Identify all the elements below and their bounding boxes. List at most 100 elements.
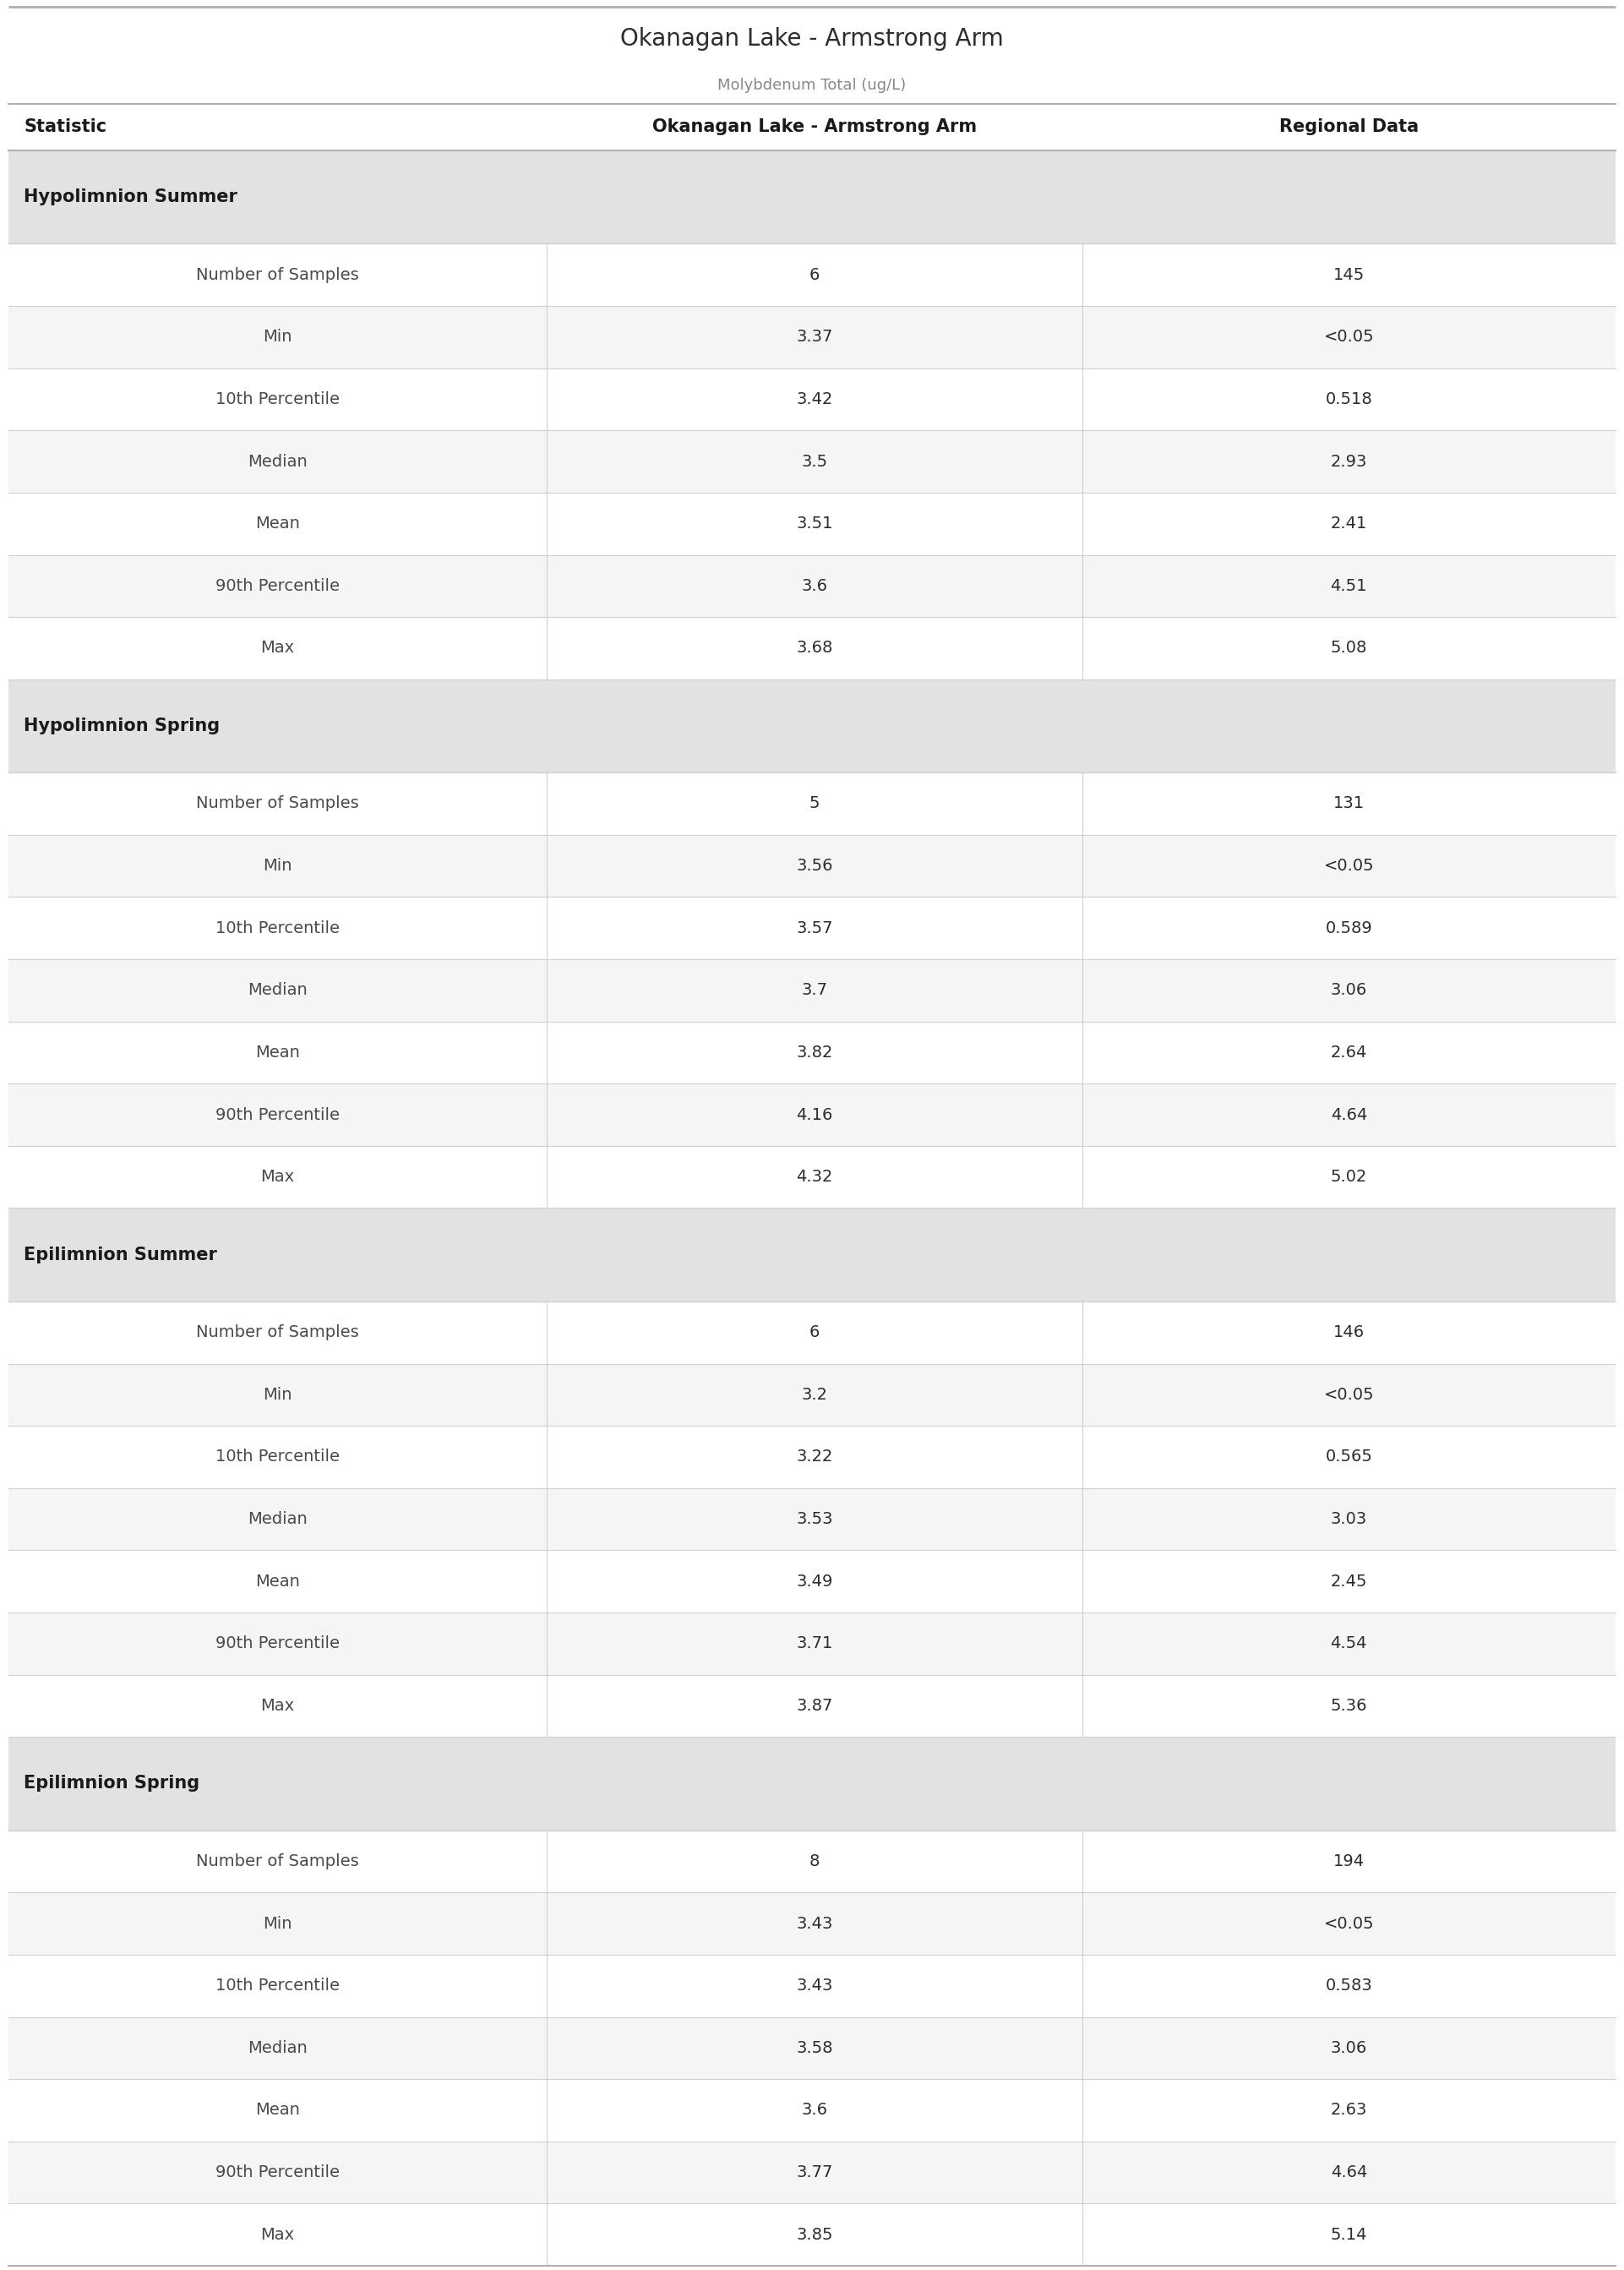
Text: Max: Max xyxy=(261,640,294,656)
Bar xyxy=(8,2018,1616,2079)
Text: Epilimnion Spring: Epilimnion Spring xyxy=(24,1775,200,1791)
Text: Number of Samples: Number of Samples xyxy=(197,1852,359,1870)
Text: 3.49: 3.49 xyxy=(796,1573,833,1589)
Bar xyxy=(8,2204,1616,2265)
Text: Number of Samples: Number of Samples xyxy=(197,268,359,284)
Bar xyxy=(8,104,1616,150)
Text: 10th Percentile: 10th Percentile xyxy=(216,1977,339,1993)
Text: 90th Percentile: 90th Percentile xyxy=(216,579,339,595)
Bar xyxy=(8,1022,1616,1083)
Text: Epilimnion Summer: Epilimnion Summer xyxy=(24,1246,218,1262)
Text: Max: Max xyxy=(261,2227,294,2243)
Bar xyxy=(8,1737,1616,1830)
Text: 3.7: 3.7 xyxy=(801,983,828,999)
Text: 3.57: 3.57 xyxy=(796,919,833,935)
Text: <0.05: <0.05 xyxy=(1324,1387,1374,1403)
Bar xyxy=(8,897,1616,960)
Text: 3.71: 3.71 xyxy=(796,1637,833,1653)
Text: 5.14: 5.14 xyxy=(1330,2227,1367,2243)
Text: 4.54: 4.54 xyxy=(1330,1637,1367,1653)
Text: 6: 6 xyxy=(809,1323,820,1342)
Text: 5.02: 5.02 xyxy=(1330,1169,1367,1185)
Text: 3.43: 3.43 xyxy=(796,1977,833,1993)
Text: Hypolimnion Summer: Hypolimnion Summer xyxy=(24,188,237,207)
Text: 3.87: 3.87 xyxy=(796,1698,833,1714)
Bar xyxy=(8,554,1616,617)
Text: Max: Max xyxy=(261,1169,294,1185)
Bar xyxy=(8,960,1616,1022)
Text: 4.32: 4.32 xyxy=(796,1169,833,1185)
Text: 8: 8 xyxy=(809,1852,820,1870)
Text: Median: Median xyxy=(248,1512,307,1528)
Text: Okanagan Lake - Armstrong Arm: Okanagan Lake - Armstrong Arm xyxy=(653,118,976,136)
Text: 3.53: 3.53 xyxy=(796,1512,833,1528)
Bar xyxy=(8,1612,1616,1675)
Text: 90th Percentile: 90th Percentile xyxy=(216,1108,339,1124)
Bar xyxy=(8,1301,1616,1364)
Text: 2.45: 2.45 xyxy=(1330,1573,1367,1589)
Text: 5.08: 5.08 xyxy=(1330,640,1367,656)
Bar xyxy=(8,835,1616,897)
Text: 10th Percentile: 10th Percentile xyxy=(216,919,339,935)
Text: Min: Min xyxy=(263,329,292,345)
Text: 4.64: 4.64 xyxy=(1330,1108,1367,1124)
Text: 3.06: 3.06 xyxy=(1330,983,1367,999)
Text: 194: 194 xyxy=(1333,1852,1364,1870)
Bar xyxy=(8,1364,1616,1426)
Text: 3.51: 3.51 xyxy=(796,515,833,531)
Text: 146: 146 xyxy=(1333,1323,1364,1342)
Text: 0.589: 0.589 xyxy=(1325,919,1372,935)
Text: 90th Percentile: 90th Percentile xyxy=(216,2163,339,2181)
Text: 10th Percentile: 10th Percentile xyxy=(216,1448,339,1464)
Bar xyxy=(8,679,1616,772)
Text: 10th Percentile: 10th Percentile xyxy=(216,390,339,406)
Text: Median: Median xyxy=(248,983,307,999)
Text: Number of Samples: Number of Samples xyxy=(197,797,359,813)
Text: 3.5: 3.5 xyxy=(801,454,828,470)
Bar xyxy=(8,1893,1616,1954)
Text: 4.51: 4.51 xyxy=(1330,579,1367,595)
Text: 145: 145 xyxy=(1333,268,1364,284)
Text: 3.58: 3.58 xyxy=(796,2041,833,2057)
Text: Statistic: Statistic xyxy=(24,118,107,136)
Text: <0.05: <0.05 xyxy=(1324,329,1374,345)
Text: 3.68: 3.68 xyxy=(796,640,833,656)
Text: 3.82: 3.82 xyxy=(796,1044,833,1060)
Text: 3.85: 3.85 xyxy=(796,2227,833,2243)
Bar xyxy=(8,1208,1616,1301)
Text: Max: Max xyxy=(261,1698,294,1714)
Text: 0.583: 0.583 xyxy=(1325,1977,1372,1993)
Text: Mean: Mean xyxy=(255,515,300,531)
Text: 4.64: 4.64 xyxy=(1330,2163,1367,2181)
Text: Mean: Mean xyxy=(255,1573,300,1589)
Bar xyxy=(8,306,1616,368)
Text: 3.2: 3.2 xyxy=(801,1387,828,1403)
Text: 3.56: 3.56 xyxy=(796,858,833,874)
Text: 3.6: 3.6 xyxy=(801,579,828,595)
Bar xyxy=(8,431,1616,493)
Text: 5: 5 xyxy=(809,797,820,813)
Text: 0.518: 0.518 xyxy=(1325,390,1372,406)
Text: Number of Samples: Number of Samples xyxy=(197,1323,359,1342)
Bar xyxy=(8,1083,1616,1146)
Bar xyxy=(8,2079,1616,2141)
Text: 2.93: 2.93 xyxy=(1330,454,1367,470)
Bar xyxy=(8,2141,1616,2204)
Text: Min: Min xyxy=(263,1916,292,1932)
Text: Median: Median xyxy=(248,2041,307,2057)
Text: 6: 6 xyxy=(809,268,820,284)
Text: 3.37: 3.37 xyxy=(796,329,833,345)
Bar xyxy=(8,1426,1616,1489)
Bar xyxy=(8,368,1616,431)
Bar xyxy=(8,1146,1616,1208)
Bar xyxy=(8,1550,1616,1612)
Text: Min: Min xyxy=(263,1387,292,1403)
Text: 3.03: 3.03 xyxy=(1330,1512,1367,1528)
Text: 2.64: 2.64 xyxy=(1330,1044,1367,1060)
Text: Median: Median xyxy=(248,454,307,470)
Text: 2.41: 2.41 xyxy=(1330,515,1367,531)
Text: Mean: Mean xyxy=(255,1044,300,1060)
Bar xyxy=(8,1954,1616,2018)
Text: <0.05: <0.05 xyxy=(1324,858,1374,874)
Text: 3.77: 3.77 xyxy=(796,2163,833,2181)
